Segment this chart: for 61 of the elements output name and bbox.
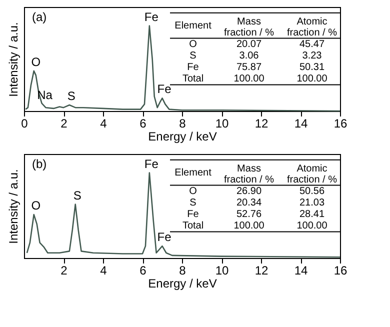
x-axis-title: Energy / keV (148, 276, 217, 290)
x-tick-label: 2 (60, 264, 68, 278)
x-tick-label: 0 (21, 116, 28, 130)
annotation: Fe (144, 156, 159, 171)
annotation: Fe (157, 230, 172, 244)
annotation: S (67, 89, 76, 104)
x-axis-title: Energy / keV (148, 130, 217, 144)
x-tick-label: 14 (294, 264, 308, 278)
annotation: Element (174, 168, 212, 179)
x-tick-label: 8 (179, 116, 186, 130)
annotation: Total (182, 73, 204, 84)
x-tick-label: 12 (254, 116, 268, 130)
annotation: 28.41 (299, 209, 325, 220)
annotation: 50.56 (299, 186, 325, 198)
text: (a) (32, 10, 47, 24)
x-tick-label: 4 (100, 116, 108, 130)
annotation: Atomic fraction / % (286, 16, 338, 38)
annotation: 45.47 (299, 39, 325, 50)
x-tick-label: 6 (140, 116, 147, 130)
x-tick-label: 6 (140, 264, 147, 278)
annotation: 100.00 (234, 220, 265, 232)
annotation: Mass fraction / % (224, 16, 274, 38)
x-tick-label: 10 (215, 116, 229, 130)
annotation: 100.00 (296, 73, 328, 84)
annotation: O (189, 186, 198, 198)
annotation: 100.00 (296, 220, 328, 232)
annotation: O (31, 54, 41, 69)
annotation: 20.34 (236, 198, 262, 209)
annotation: Fe (144, 10, 159, 24)
annotation: Fe (187, 62, 200, 74)
annotation: 21.03 (299, 198, 325, 209)
annotation: 50.31 (299, 62, 325, 74)
annotation: S (190, 50, 197, 62)
annotation: O (189, 39, 198, 50)
annotation: Element (174, 20, 212, 32)
annotation: 52.76 (236, 209, 262, 220)
annotation: Fe (187, 209, 200, 220)
x-tick-label: 4 (100, 264, 108, 278)
x-tick-label: 2 (60, 116, 68, 130)
x-tick-label: 8 (179, 264, 186, 278)
text: (b) (32, 157, 47, 171)
x-tick-label: 14 (294, 116, 308, 130)
annotation: S (73, 188, 82, 202)
annotation: O (31, 198, 41, 213)
annotation: 3.23 (302, 50, 322, 62)
annotation: S (190, 198, 197, 209)
annotation: 100.00 (234, 73, 265, 84)
y-axis-title: Intensity / a.u. (6, 22, 20, 97)
y-axis-title: Intensity / a.u. (6, 169, 20, 244)
x-tick-label: 16 (334, 264, 348, 278)
x-tick-label: 16 (334, 116, 348, 130)
annotation: Fe (157, 82, 172, 96)
x-tick-label: 10 (215, 264, 229, 278)
annotation: Mass fraction / % (224, 163, 274, 186)
annotation: 20.07 (236, 39, 262, 50)
annotation: Total (182, 220, 204, 232)
annotation: Atomic fraction / % (286, 163, 338, 186)
annotation: 75.87 (236, 62, 262, 74)
annotation: 3.06 (239, 50, 260, 62)
x-tick-label: 12 (254, 264, 268, 278)
annotation: 26.90 (236, 186, 262, 198)
